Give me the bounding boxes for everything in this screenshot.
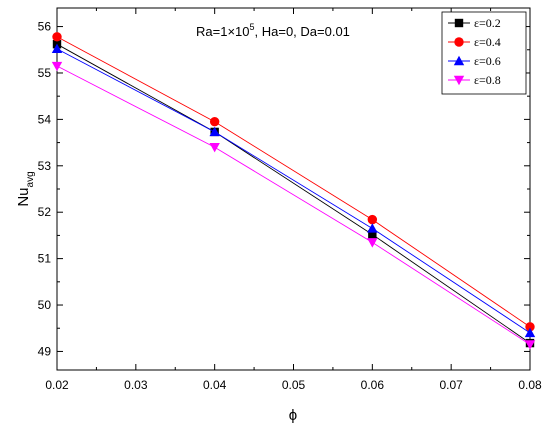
y-tick-label: 51 <box>38 252 52 266</box>
data-point <box>524 327 536 338</box>
legend-marker <box>453 75 465 86</box>
x-axis: 0.02 0.03 0.04 0.05 0.06 0.07 0.08 <box>45 8 542 392</box>
y-tick-label: 54 <box>38 112 52 126</box>
data-point <box>209 143 220 153</box>
series-3 <box>51 43 536 338</box>
legend-label: ε=0.4 <box>474 35 501 49</box>
series-line <box>56 36 531 328</box>
data-point <box>367 214 378 225</box>
legend: ε=0.2 ε=0.4 ε=0.6 ε=0.8 <box>441 11 527 95</box>
chart-annotation: Ra=1×105, Ha=0, Da=0.01 <box>196 22 350 39</box>
series-layer <box>51 32 536 350</box>
series-4 <box>51 61 536 350</box>
data-point <box>524 340 536 350</box>
x-tick-label: 0.02 <box>45 378 69 392</box>
y-tick-label: 49 <box>38 344 52 358</box>
series-2 <box>52 32 535 332</box>
series-line <box>56 43 531 344</box>
x-tick-label: 0.08 <box>518 378 542 392</box>
legend-item: ε=0.6 <box>448 54 501 68</box>
y-axis: 49 50 51 52 53 54 55 56 <box>38 20 530 358</box>
x-tick-label: 0.04 <box>203 378 227 392</box>
series-line <box>56 65 531 345</box>
data-point <box>209 117 220 127</box>
legend-marker <box>454 37 464 47</box>
data-point <box>367 223 378 233</box>
legend-item: ε=0.2 <box>448 16 501 30</box>
series-line <box>56 48 531 334</box>
data-point <box>525 322 535 332</box>
y-axis-label: Nuavg <box>15 171 36 206</box>
y-tick-label: 56 <box>38 20 52 34</box>
x-axis-label: ϕ <box>289 407 297 424</box>
x-tick-label: 0.05 <box>282 378 306 392</box>
y-tick-label: 53 <box>38 159 52 173</box>
legend-item: ε=0.8 <box>448 73 501 87</box>
legend-label: ε=0.8 <box>474 73 501 87</box>
data-point <box>209 126 220 137</box>
x-tick-label: 0.03 <box>124 378 148 392</box>
legend-label: ε=0.6 <box>474 54 501 68</box>
legend-label: ε=0.2 <box>474 16 501 30</box>
legend-marker <box>454 18 464 28</box>
x-tick-label: 0.07 <box>439 378 463 392</box>
y-tick-label: 55 <box>38 66 52 80</box>
x-tick-label: 0.06 <box>361 378 385 392</box>
legend-item: ε=0.4 <box>448 35 501 49</box>
data-point <box>367 238 378 248</box>
legend-marker <box>453 55 465 66</box>
y-tick-label: 52 <box>38 205 52 219</box>
data-point <box>51 61 63 72</box>
data-point <box>52 32 62 42</box>
data-point <box>51 43 63 54</box>
data-point <box>368 230 377 239</box>
y-tick-label: 50 <box>38 298 52 312</box>
